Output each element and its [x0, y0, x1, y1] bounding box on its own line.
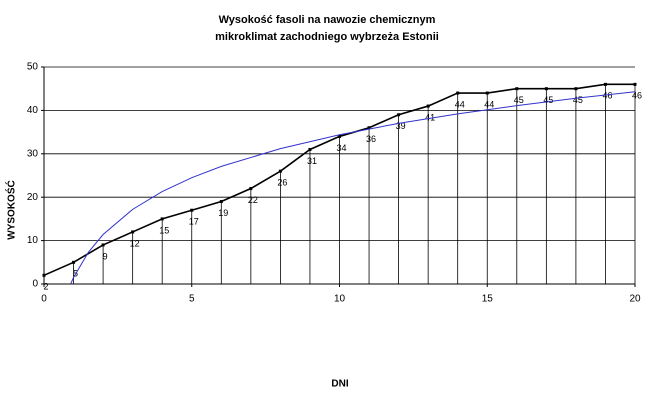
data-point — [426, 104, 430, 108]
x-tick-label: 0 — [41, 294, 47, 305]
data-point — [544, 87, 548, 91]
value-label: 15 — [159, 225, 169, 235]
data-point — [42, 273, 46, 277]
data-point — [160, 217, 164, 221]
y-tick-label: 40 — [27, 105, 39, 116]
data-point — [219, 200, 223, 204]
chart-subtitle: mikroklimat zachodniego wybrzeża Estonii — [215, 31, 439, 43]
value-label: 44 — [484, 99, 494, 109]
x-tick-label: 15 — [482, 294, 494, 305]
data-point — [633, 82, 637, 86]
value-label: 45 — [514, 95, 524, 105]
value-label: 31 — [307, 156, 317, 166]
x-tick-label: 20 — [629, 294, 641, 305]
y-tick-label: 0 — [32, 279, 38, 290]
data-point — [249, 187, 253, 191]
data-point — [72, 260, 76, 264]
data-point — [101, 243, 105, 247]
value-label: 9 — [103, 251, 108, 261]
x-tick-label: 5 — [189, 294, 195, 305]
x-axis-title: DNI — [331, 379, 348, 390]
value-label: 45 — [573, 95, 583, 105]
value-label: 41 — [425, 112, 435, 122]
value-label: 22 — [248, 195, 258, 205]
data-point — [308, 147, 312, 151]
chart-title: Wysokość fasoli na nawozie chemicznym — [219, 14, 436, 26]
data-point — [338, 134, 341, 138]
data-point — [367, 126, 371, 130]
data-point — [131, 230, 135, 234]
y-tick-label: 50 — [27, 62, 39, 73]
value-label: 12 — [130, 238, 140, 248]
value-label: 34 — [336, 143, 346, 153]
value-label: 36 — [366, 134, 376, 144]
value-label: 39 — [396, 121, 406, 131]
y-axis-title: WYSOKOŚĆ — [5, 180, 18, 239]
value-label: 44 — [455, 99, 465, 109]
value-label: 46 — [602, 91, 612, 101]
value-label: 17 — [189, 217, 199, 227]
data-point — [485, 91, 489, 95]
trendline — [70, 91, 636, 285]
data-point — [190, 208, 194, 212]
data-point — [278, 169, 282, 173]
y-tick-label: 10 — [27, 235, 39, 246]
y-tick-label: 30 — [27, 148, 39, 159]
data-point — [515, 87, 519, 91]
value-label: 19 — [218, 208, 228, 218]
data-point — [574, 87, 578, 91]
x-tick-label: 10 — [334, 294, 346, 305]
value-label: 26 — [277, 178, 287, 188]
data-point — [456, 91, 460, 95]
y-tick-label: 20 — [27, 192, 39, 203]
data-point — [397, 113, 401, 117]
value-label: 46 — [632, 91, 642, 101]
value-label: 45 — [543, 95, 553, 105]
value-label: 2 — [43, 282, 48, 292]
data-point — [603, 82, 607, 86]
